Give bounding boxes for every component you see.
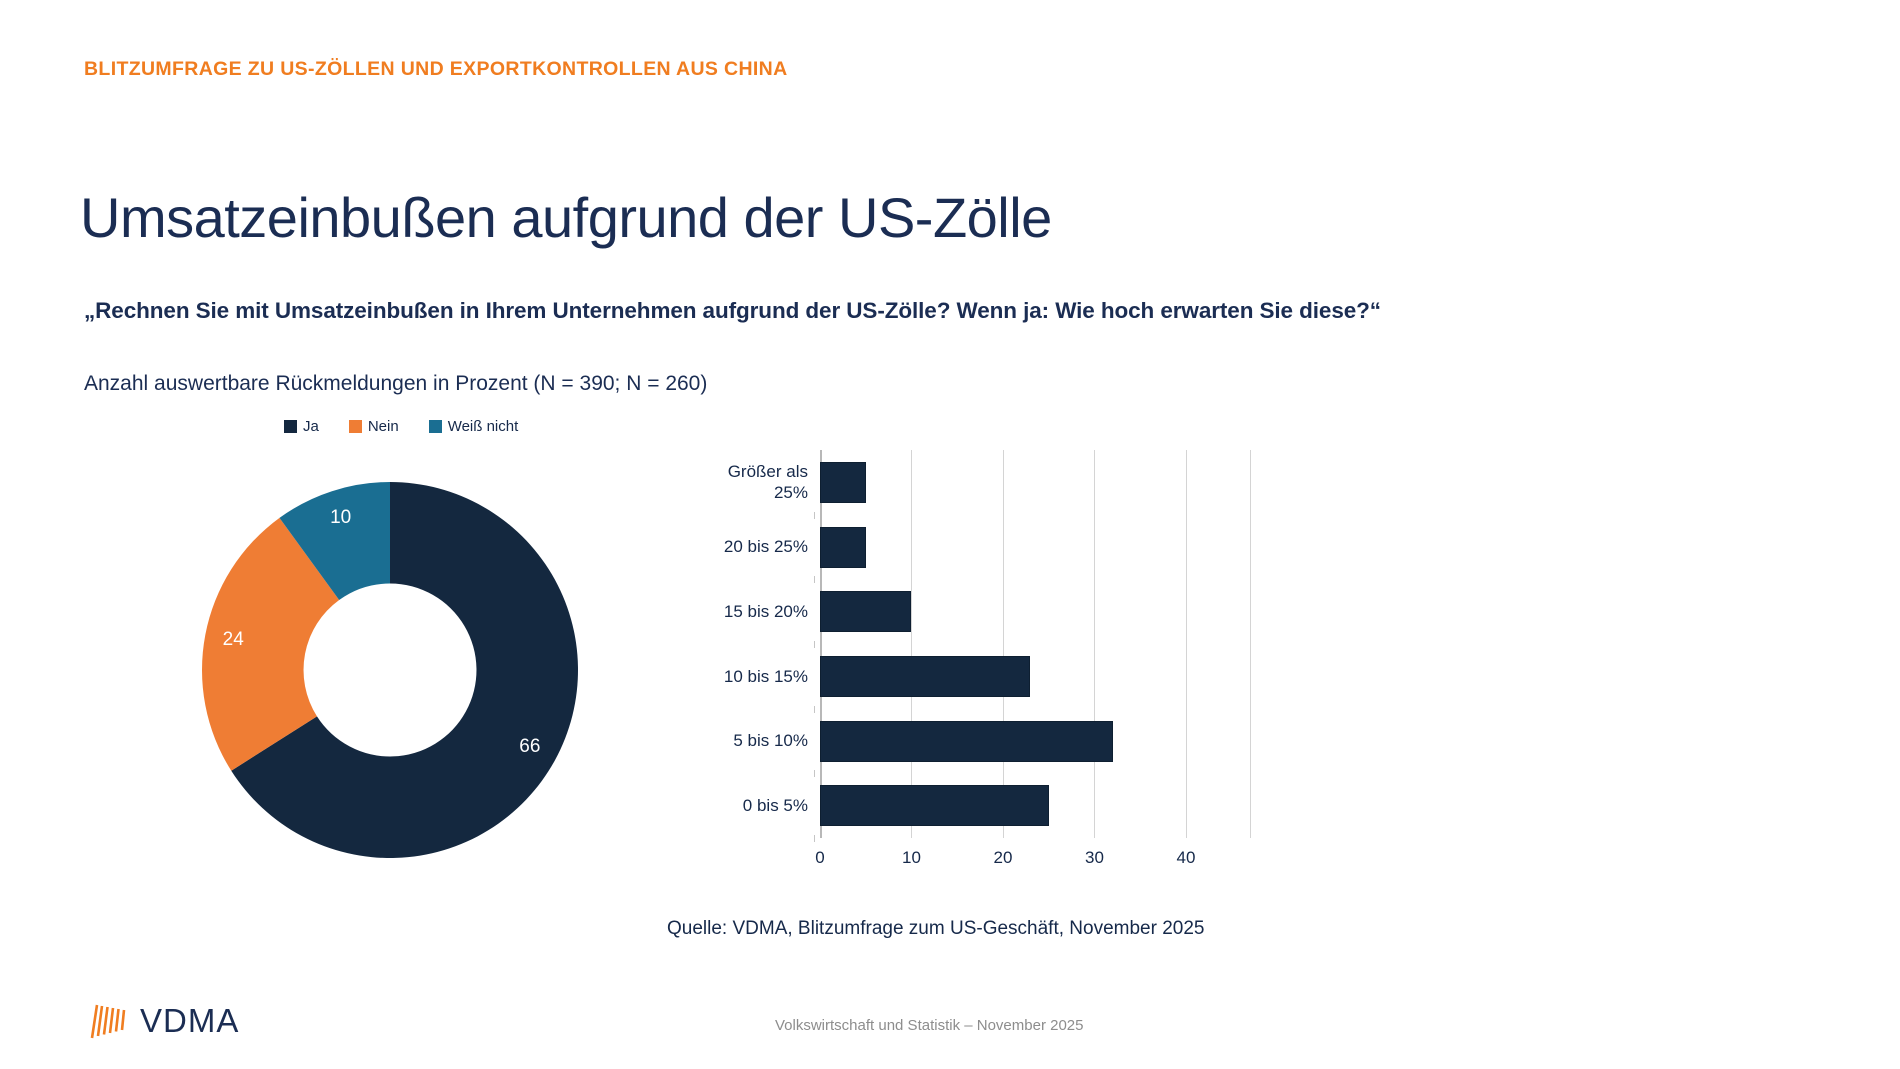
legend-swatch-icon bbox=[284, 420, 297, 433]
x-tick-label: 0 bbox=[815, 848, 825, 867]
grid-line bbox=[1250, 450, 1251, 838]
donut-chart: 66 24 10 bbox=[200, 480, 580, 860]
bar-category-label: 5 bis 10% bbox=[733, 731, 808, 751]
axis-tick bbox=[814, 770, 815, 778]
bar-category-label: 20 bis 25% bbox=[723, 537, 808, 557]
grid-line bbox=[1002, 450, 1004, 838]
legend-item-weiß-nicht[interactable]: Weiß nicht bbox=[428, 418, 519, 435]
legend-label: Ja bbox=[303, 418, 319, 435]
page-title: Umsatzeinbußen aufgrund der US-Zölle bbox=[80, 185, 1052, 249]
donut-legend: Ja Nein Weiß nicht bbox=[284, 418, 518, 435]
grid-line bbox=[911, 450, 913, 838]
axis-tick bbox=[814, 641, 815, 648]
bar-category-label: 10 bis 15% bbox=[723, 666, 808, 686]
axis-tick bbox=[814, 705, 815, 713]
bar[interactable] bbox=[820, 720, 1113, 762]
bar-category-label: 0 bis 5% bbox=[742, 796, 808, 816]
x-tick-label: 20 bbox=[993, 848, 1013, 867]
legend-item-ja[interactable]: Ja bbox=[284, 418, 319, 435]
footer-note: Volkswirtschaft und Statistik – November… bbox=[775, 1017, 1084, 1034]
x-tick-label: 10 bbox=[902, 848, 921, 867]
donut-svg bbox=[202, 482, 578, 858]
grid-line bbox=[1094, 450, 1096, 838]
bar[interactable] bbox=[820, 461, 866, 503]
bar-category-label: 15 bis 20% bbox=[723, 602, 808, 622]
x-tick-label: 30 bbox=[1084, 848, 1104, 867]
survey-question: „Rechnen Sie mit Umsatzeinbußen in Ihrem… bbox=[84, 298, 1381, 323]
bar[interactable] bbox=[820, 655, 1031, 697]
legend-swatch-icon bbox=[348, 420, 362, 433]
vdma-logo-mark-icon bbox=[90, 1004, 126, 1039]
legend-item-nein[interactable]: Nein bbox=[348, 418, 399, 435]
vdma-logo: VDMA bbox=[88, 1002, 239, 1040]
bar[interactable] bbox=[820, 591, 912, 633]
legend-swatch-icon bbox=[428, 420, 442, 433]
vdma-logo-text: VDMA bbox=[140, 1002, 240, 1039]
bar-chart: 0 bis 5% 5 bis 10% 10 bis 15% 15 bis 20% 20 … bbox=[690, 450, 1251, 867]
legend-label: Nein bbox=[367, 418, 399, 435]
x-tick-label: 40 bbox=[1176, 848, 1196, 867]
donut-segment-weiß-nicht[interactable] bbox=[279, 482, 390, 601]
eyebrow-label: BLITZUMFRAGE ZU US-ZÖLLEN UND EXPORTKONT… bbox=[84, 58, 788, 80]
bar-category-label: Größer als 25% bbox=[727, 462, 808, 503]
donut-segment-nein[interactable] bbox=[202, 517, 340, 771]
bar[interactable] bbox=[820, 785, 1049, 827]
source-note: Quelle: VDMA, Blitzumfrage zum US-Geschä… bbox=[667, 918, 1205, 939]
y-axis-line bbox=[820, 450, 822, 838]
legend-label: Weiß nicht bbox=[447, 418, 519, 435]
grid-line bbox=[1185, 450, 1187, 838]
bar[interactable] bbox=[820, 526, 866, 568]
donut-segment-ja[interactable] bbox=[231, 482, 578, 858]
sample-size-note: Anzahl auswertbare Rückmeldungen in Proz… bbox=[84, 372, 708, 395]
axis-tick bbox=[814, 576, 815, 584]
axis-tick bbox=[814, 511, 815, 519]
axis-tick bbox=[814, 835, 815, 842]
